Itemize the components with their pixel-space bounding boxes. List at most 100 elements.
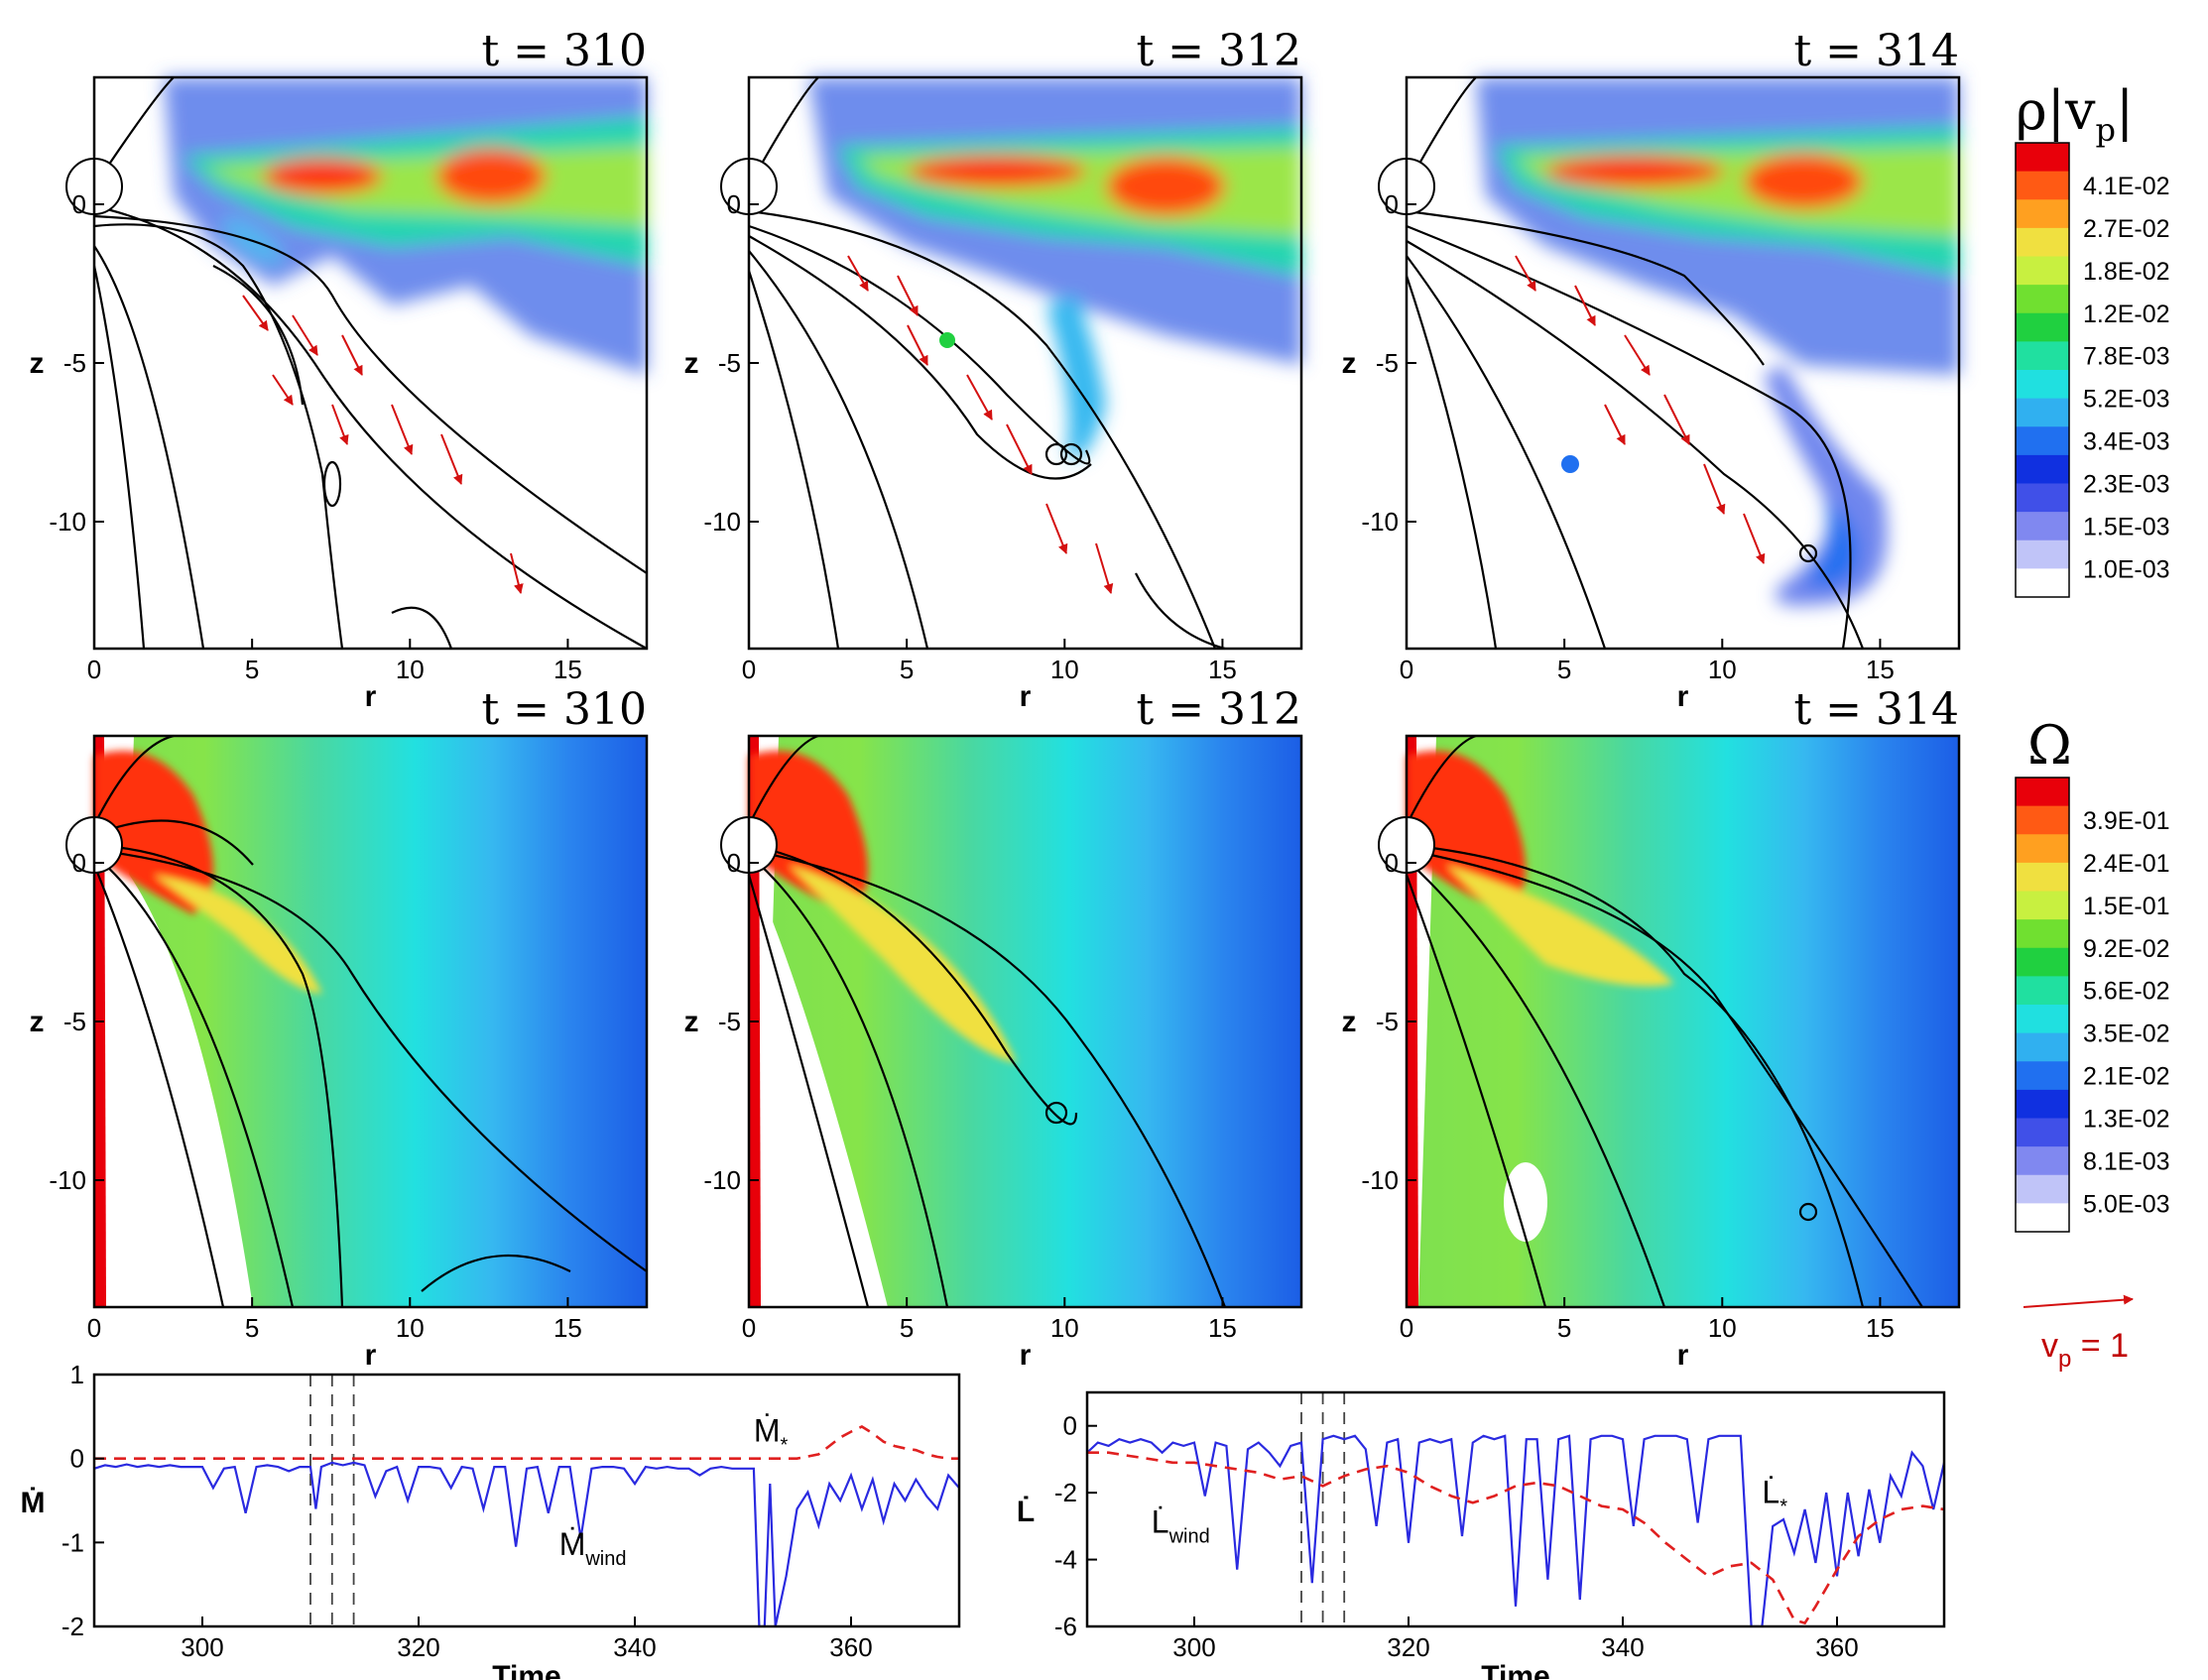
colorbar-swatch	[2016, 398, 2069, 427]
x-tick-label: 15	[553, 1313, 582, 1343]
density-panel-t310	[65, 76, 648, 650]
colorbar-swatch	[2016, 227, 2069, 257]
panel-title: t = 312	[1136, 26, 1301, 76]
colorbar-swatch	[2016, 454, 2069, 484]
y-axis-label: Ṁ	[21, 1487, 46, 1519]
colorbar-swatch	[2016, 312, 2069, 342]
velocity-reference-arrow	[2023, 1294, 2134, 1308]
z-tick-label: -5	[63, 1007, 86, 1036]
colorbar-swatch	[2016, 919, 2069, 949]
x-axis-label: r	[1677, 680, 1689, 713]
x-tick-label: 0	[742, 655, 756, 684]
x-tick-label: 5	[245, 655, 259, 684]
y-tick-label: 0	[1063, 1411, 1077, 1441]
y-tick-label: -6	[1054, 1612, 1077, 1641]
mdot-timeseries-chart: 300 320 340 360 1 0 -1 -2 Time Ṁ Ṁ* Ṁwind	[21, 1360, 961, 1680]
z-tick-label: 0	[1385, 189, 1399, 219]
colorbar-label: 5.6E-02	[2083, 978, 2170, 1006]
colorbar-swatch	[2016, 862, 2069, 892]
z-axis-label: z	[30, 347, 45, 380]
x-tick-label: 15	[1866, 655, 1895, 684]
x-axis-label: r	[365, 680, 377, 713]
colorbar-label: 5.0E-03	[2083, 1190, 2170, 1218]
colorbar-label: 1.8E-02	[2083, 258, 2170, 286]
x-tick-label: 300	[1172, 1632, 1215, 1662]
z-tick-label: -10	[703, 1165, 741, 1195]
colorbar-swatch	[2016, 1174, 2069, 1204]
omega-colorbar: Ω 3.9E-01 2.4E-01 1.5E-01 9.2E-02 5.6E-02 3.5…	[2015, 714, 2170, 1233]
colorbar-swatch	[2016, 1089, 2069, 1119]
z-tick-label: 0	[72, 189, 86, 219]
z-axis-label: z	[684, 347, 699, 380]
x-tick-label: 360	[829, 1632, 872, 1662]
y-tick-label: -4	[1054, 1545, 1077, 1575]
colorbar-swatch	[2016, 483, 2069, 513]
panel-frame-2: 0 5 10 15 0 -5 -10 r z t = 312	[684, 26, 1303, 713]
colorbar-label: 9.2E-02	[2083, 935, 2170, 963]
y-tick-label: 0	[70, 1444, 84, 1474]
colorbar-swatch	[2016, 947, 2069, 977]
x-axis-label: Time	[492, 1660, 560, 1680]
x-tick-label: 0	[1400, 1313, 1413, 1343]
x-tick-label: 10	[1708, 1313, 1737, 1343]
x-tick-label: 0	[1400, 655, 1413, 684]
x-tick-label: 5	[900, 655, 914, 684]
z-tick-label: -5	[1376, 348, 1399, 378]
x-axis-label: Time	[1481, 1660, 1549, 1680]
colorbar-swatch	[2016, 370, 2069, 400]
z-tick-label: -5	[718, 348, 741, 378]
colorbar-swatch	[2016, 568, 2069, 598]
panel-frame-5: 0 5 10 15 0 -5 -10 r z t = 312	[684, 684, 1303, 1372]
series-annotation: Ṁ*	[754, 1413, 789, 1457]
colorbar-label: 1.2E-02	[2083, 300, 2170, 328]
x-tick-label: 360	[1815, 1632, 1858, 1662]
x-axis-label: r	[1677, 1339, 1689, 1372]
x-axis-label: r	[1020, 1339, 1032, 1372]
colorbar-label: 1.3E-02	[2083, 1106, 2170, 1134]
x-tick-label: 0	[87, 1313, 101, 1343]
density-colorbar-title: ρ|vp|	[2016, 79, 2134, 149]
panel-title: t = 310	[481, 684, 647, 735]
x-tick-label: 10	[396, 1313, 425, 1343]
ldot-timeseries-chart: 300 320 340 360 0 -2 -4 -6 Time L̇ L̇* L̇wind	[1017, 1390, 1946, 1680]
colorbar-label: 2.1E-02	[2083, 1063, 2170, 1091]
x-tick-label: 10	[1050, 655, 1079, 684]
colorbar-border	[2015, 777, 2070, 1233]
z-tick-label: 0	[727, 848, 741, 878]
colorbar-label: 4.1E-02	[2083, 173, 2170, 200]
colorbar-swatch	[2016, 976, 2069, 1006]
x-tick-label: 15	[1208, 1313, 1237, 1343]
velocity-reference: vp = 1	[2023, 1294, 2134, 1373]
x-tick-label: 320	[397, 1632, 439, 1662]
panel-title: t = 310	[481, 26, 647, 76]
panel-frame-4: 0 5 10 15 0 -5 -10 r z t = 310	[30, 684, 649, 1372]
omega-colorbar-title: Ω	[2027, 714, 2072, 777]
colorbar-label: 1.0E-03	[2083, 555, 2170, 583]
colorbar-swatch	[2016, 540, 2069, 569]
field-lines	[1405, 76, 1865, 650]
x-tick-label: 0	[742, 1313, 756, 1343]
y-axis-label: L̇	[1017, 1496, 1035, 1528]
velocity-reference-label: vp = 1	[2041, 1327, 2129, 1373]
z-tick-label: -5	[718, 1007, 741, 1036]
x-axis-label: r	[365, 1339, 377, 1372]
x-tick-label: 10	[1708, 655, 1737, 684]
colorbar-swatch	[2016, 171, 2069, 200]
y-tick-label: 1	[70, 1360, 84, 1389]
x-tick-label: 340	[613, 1632, 656, 1662]
field-lines	[747, 76, 1226, 651]
colorbar-label: 2.4E-01	[2083, 850, 2170, 878]
wind-series-line	[1087, 1434, 1944, 1626]
x-tick-label: 0	[87, 655, 101, 684]
velocity-arrows	[1515, 255, 1766, 564]
field-lines	[92, 76, 648, 650]
colorbar-swatch	[2016, 891, 2069, 920]
colorbar-swatch	[2016, 1146, 2069, 1176]
panel-frame-6: 0 5 10 15 0 -5 -10 r z t = 314	[1342, 684, 1961, 1372]
z-tick-label: 0	[1385, 848, 1399, 878]
z-tick-label: -5	[1376, 1007, 1399, 1036]
colorbar-swatch	[2016, 256, 2069, 286]
series-annotation: L̇*	[1762, 1474, 1787, 1517]
stellar-series-line	[94, 1425, 959, 1460]
colorbar-swatch	[2016, 143, 2069, 173]
